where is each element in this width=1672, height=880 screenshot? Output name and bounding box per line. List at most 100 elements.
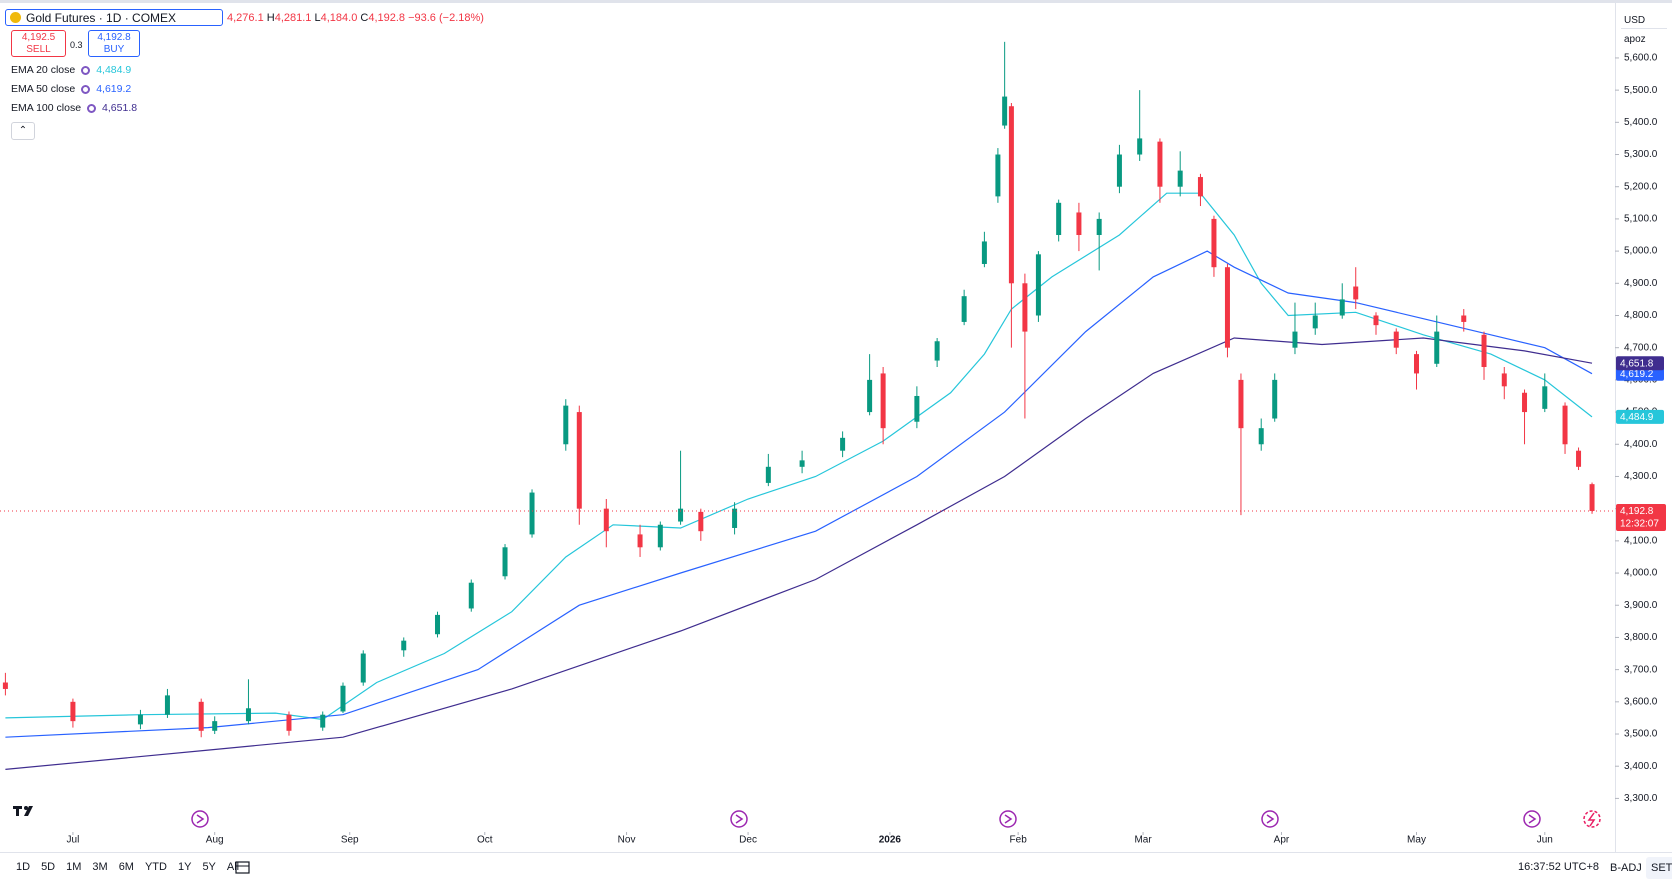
candle-body [1258,428,1264,445]
candle-body [502,547,508,577]
candle-body [914,395,920,422]
sell-label: SELL [26,43,51,55]
candle-body [1022,283,1028,332]
symbol-box[interactable]: Gold Futures · 1D · COMEX [5,9,223,26]
candle-body [1414,354,1420,374]
candle-body [70,701,76,722]
legend-value: 4,651.8 [102,102,138,114]
candle-body [1434,331,1440,364]
settings-button[interactable]: SET [1646,857,1672,879]
candle-body [1576,450,1582,467]
adjust-button[interactable]: B-ADJ [1610,862,1642,874]
y-tick-label: 3,900.0 [1624,600,1658,611]
clock: 16:37:52 UTC+8 [1518,861,1600,873]
legend-name: EMA 20 close [11,64,76,76]
ema-line [5,192,1593,721]
legend-icon[interactable] [81,84,91,94]
y-tick-label: 5,300.0 [1624,149,1658,160]
legend-icon[interactable] [87,103,97,113]
candle-body [1461,315,1467,322]
ohlc-value: 4,184.0 [320,12,358,24]
x-tick-label: Aug [206,835,224,846]
legend-row: EMA 100 close 4,651.8 [11,102,137,114]
candle-body [1211,218,1217,268]
symbol-icon [10,12,21,23]
candle-body [1238,379,1244,429]
range-button[interactable]: 1Y [177,861,192,873]
candle-body [1008,106,1014,284]
candle-body [678,508,684,522]
candle-body [1292,331,1298,348]
candle-body [880,373,886,429]
last-price-label: 4,192.8 [1620,506,1654,517]
y-tick-label: 4,400.0 [1624,439,1658,450]
range-button[interactable]: 1M [66,861,82,873]
legend-name: EMA 50 close [11,83,76,95]
calendar-icon[interactable] [235,861,250,874]
candle-body [840,437,846,451]
range-buttons: 1D 5D 1M 3M 6M YTD 1Y 5Y All [16,861,239,873]
y-tick-label: 5,000.0 [1624,246,1658,257]
y-tick-label: 5,500.0 [1624,85,1658,96]
y-tick-label: 3,700.0 [1624,664,1658,675]
change: −93.6 (−2.18%) [408,12,484,24]
candle-body [1542,386,1548,409]
legend-value: 4,619.2 [96,83,132,95]
scale-mode-select[interactable]: apoz [1624,34,1646,45]
range-button[interactable]: All [226,861,240,873]
candle-body [340,685,346,712]
candle-body [576,412,582,509]
candle-body [563,405,569,445]
x-tick-label: Oct [477,835,493,846]
ohlc-value: 4,192.8 [368,12,406,24]
candle-body [867,379,873,413]
x-tick-label: Sep [341,835,359,846]
price-tag [1616,356,1664,371]
legend-value: 4,484.9 [96,64,132,76]
candle-body [1353,286,1359,300]
y-tick-label: 4,900.0 [1624,278,1658,289]
y-tick-label: 3,500.0 [1624,729,1658,740]
ohlc-letter: C [360,12,369,24]
candle-body [2,682,8,689]
candle-body [1501,373,1507,387]
currency-select[interactable]: USD [1621,12,1667,29]
y-tick-label: 5,600.0 [1624,53,1658,64]
ohlc-values: 4,276.1 H4,281.1 L4,184.0 C4,192.8 −93.6… [227,12,484,24]
range-button[interactable]: 5D [41,861,56,873]
x-tick-label: Nov [618,835,636,846]
candle-body [1393,331,1399,348]
legend-icon[interactable] [81,65,91,75]
y-tick-label: 4,800.0 [1624,310,1658,321]
x-tick-label: 2026 [879,835,902,846]
last-price-tag [1616,503,1666,531]
candle-body [212,721,218,731]
range-button[interactable]: 1D [16,861,31,873]
sell-button[interactable]: 4,192.5 SELL [11,30,66,57]
candle-body [1522,392,1528,413]
y-tick-label: 4,000.0 [1624,568,1658,579]
price-tag [1616,409,1664,424]
candle-body [286,714,292,731]
candle-body [934,341,940,361]
range-button[interactable]: 5Y [202,861,216,873]
y-tick-label: 4,300.0 [1624,471,1658,482]
candle-body [137,714,143,725]
candle-body [637,534,643,548]
candle-body [1224,267,1230,348]
collapse-button[interactable]: ⌃ [11,122,35,140]
candle-body [995,154,1001,197]
range-button[interactable]: 6M [118,861,134,873]
candle-body [1177,170,1183,187]
candle-body [1137,138,1143,155]
ohlc-value: 4,281.1 [274,12,312,24]
y-tick-label: 3,400.0 [1624,761,1658,772]
range-button[interactable]: 3M [92,861,108,873]
range-button[interactable]: YTD [144,861,167,873]
buy-button[interactable]: 4,192.8 BUY [88,30,140,57]
y-tick-label: 4,700.0 [1624,342,1658,353]
candle-body [360,653,366,683]
event-icons[interactable] [191,810,1601,828]
x-tick-label: Mar [1134,835,1152,846]
